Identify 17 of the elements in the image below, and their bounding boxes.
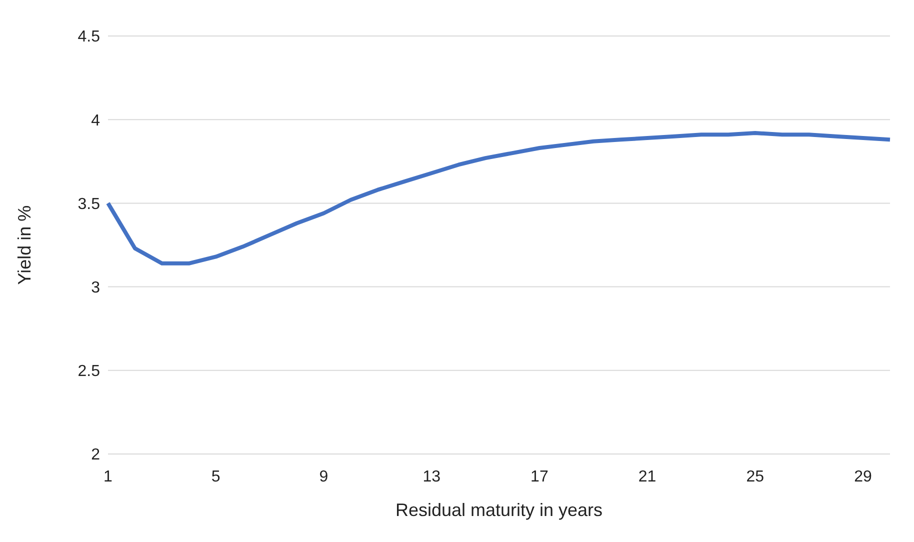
x-tick-label: 21 bbox=[638, 468, 656, 486]
y-tick-label: 4.5 bbox=[78, 28, 100, 46]
y-tick-label: 4 bbox=[91, 112, 100, 130]
x-tick-label: 1 bbox=[104, 468, 113, 486]
line-series bbox=[106, 130, 892, 266]
y-tick-label: 2.5 bbox=[78, 363, 100, 380]
y-tick-label: 2 bbox=[91, 446, 100, 464]
x-axis-title: Residual maturity in years bbox=[395, 500, 603, 520]
x-tick-label: 9 bbox=[319, 468, 328, 486]
x-tick-label: 25 bbox=[746, 468, 764, 486]
y-tick-label: 3 bbox=[91, 279, 100, 296]
x-tick-label: 13 bbox=[422, 468, 441, 486]
x-tick-label: 5 bbox=[211, 468, 220, 486]
x-tick-label: 17 bbox=[530, 468, 548, 486]
x-tick-label: 29 bbox=[854, 468, 872, 486]
y-tick-label: 3.5 bbox=[78, 196, 100, 213]
y-axis-title: Yield in % bbox=[14, 205, 34, 285]
